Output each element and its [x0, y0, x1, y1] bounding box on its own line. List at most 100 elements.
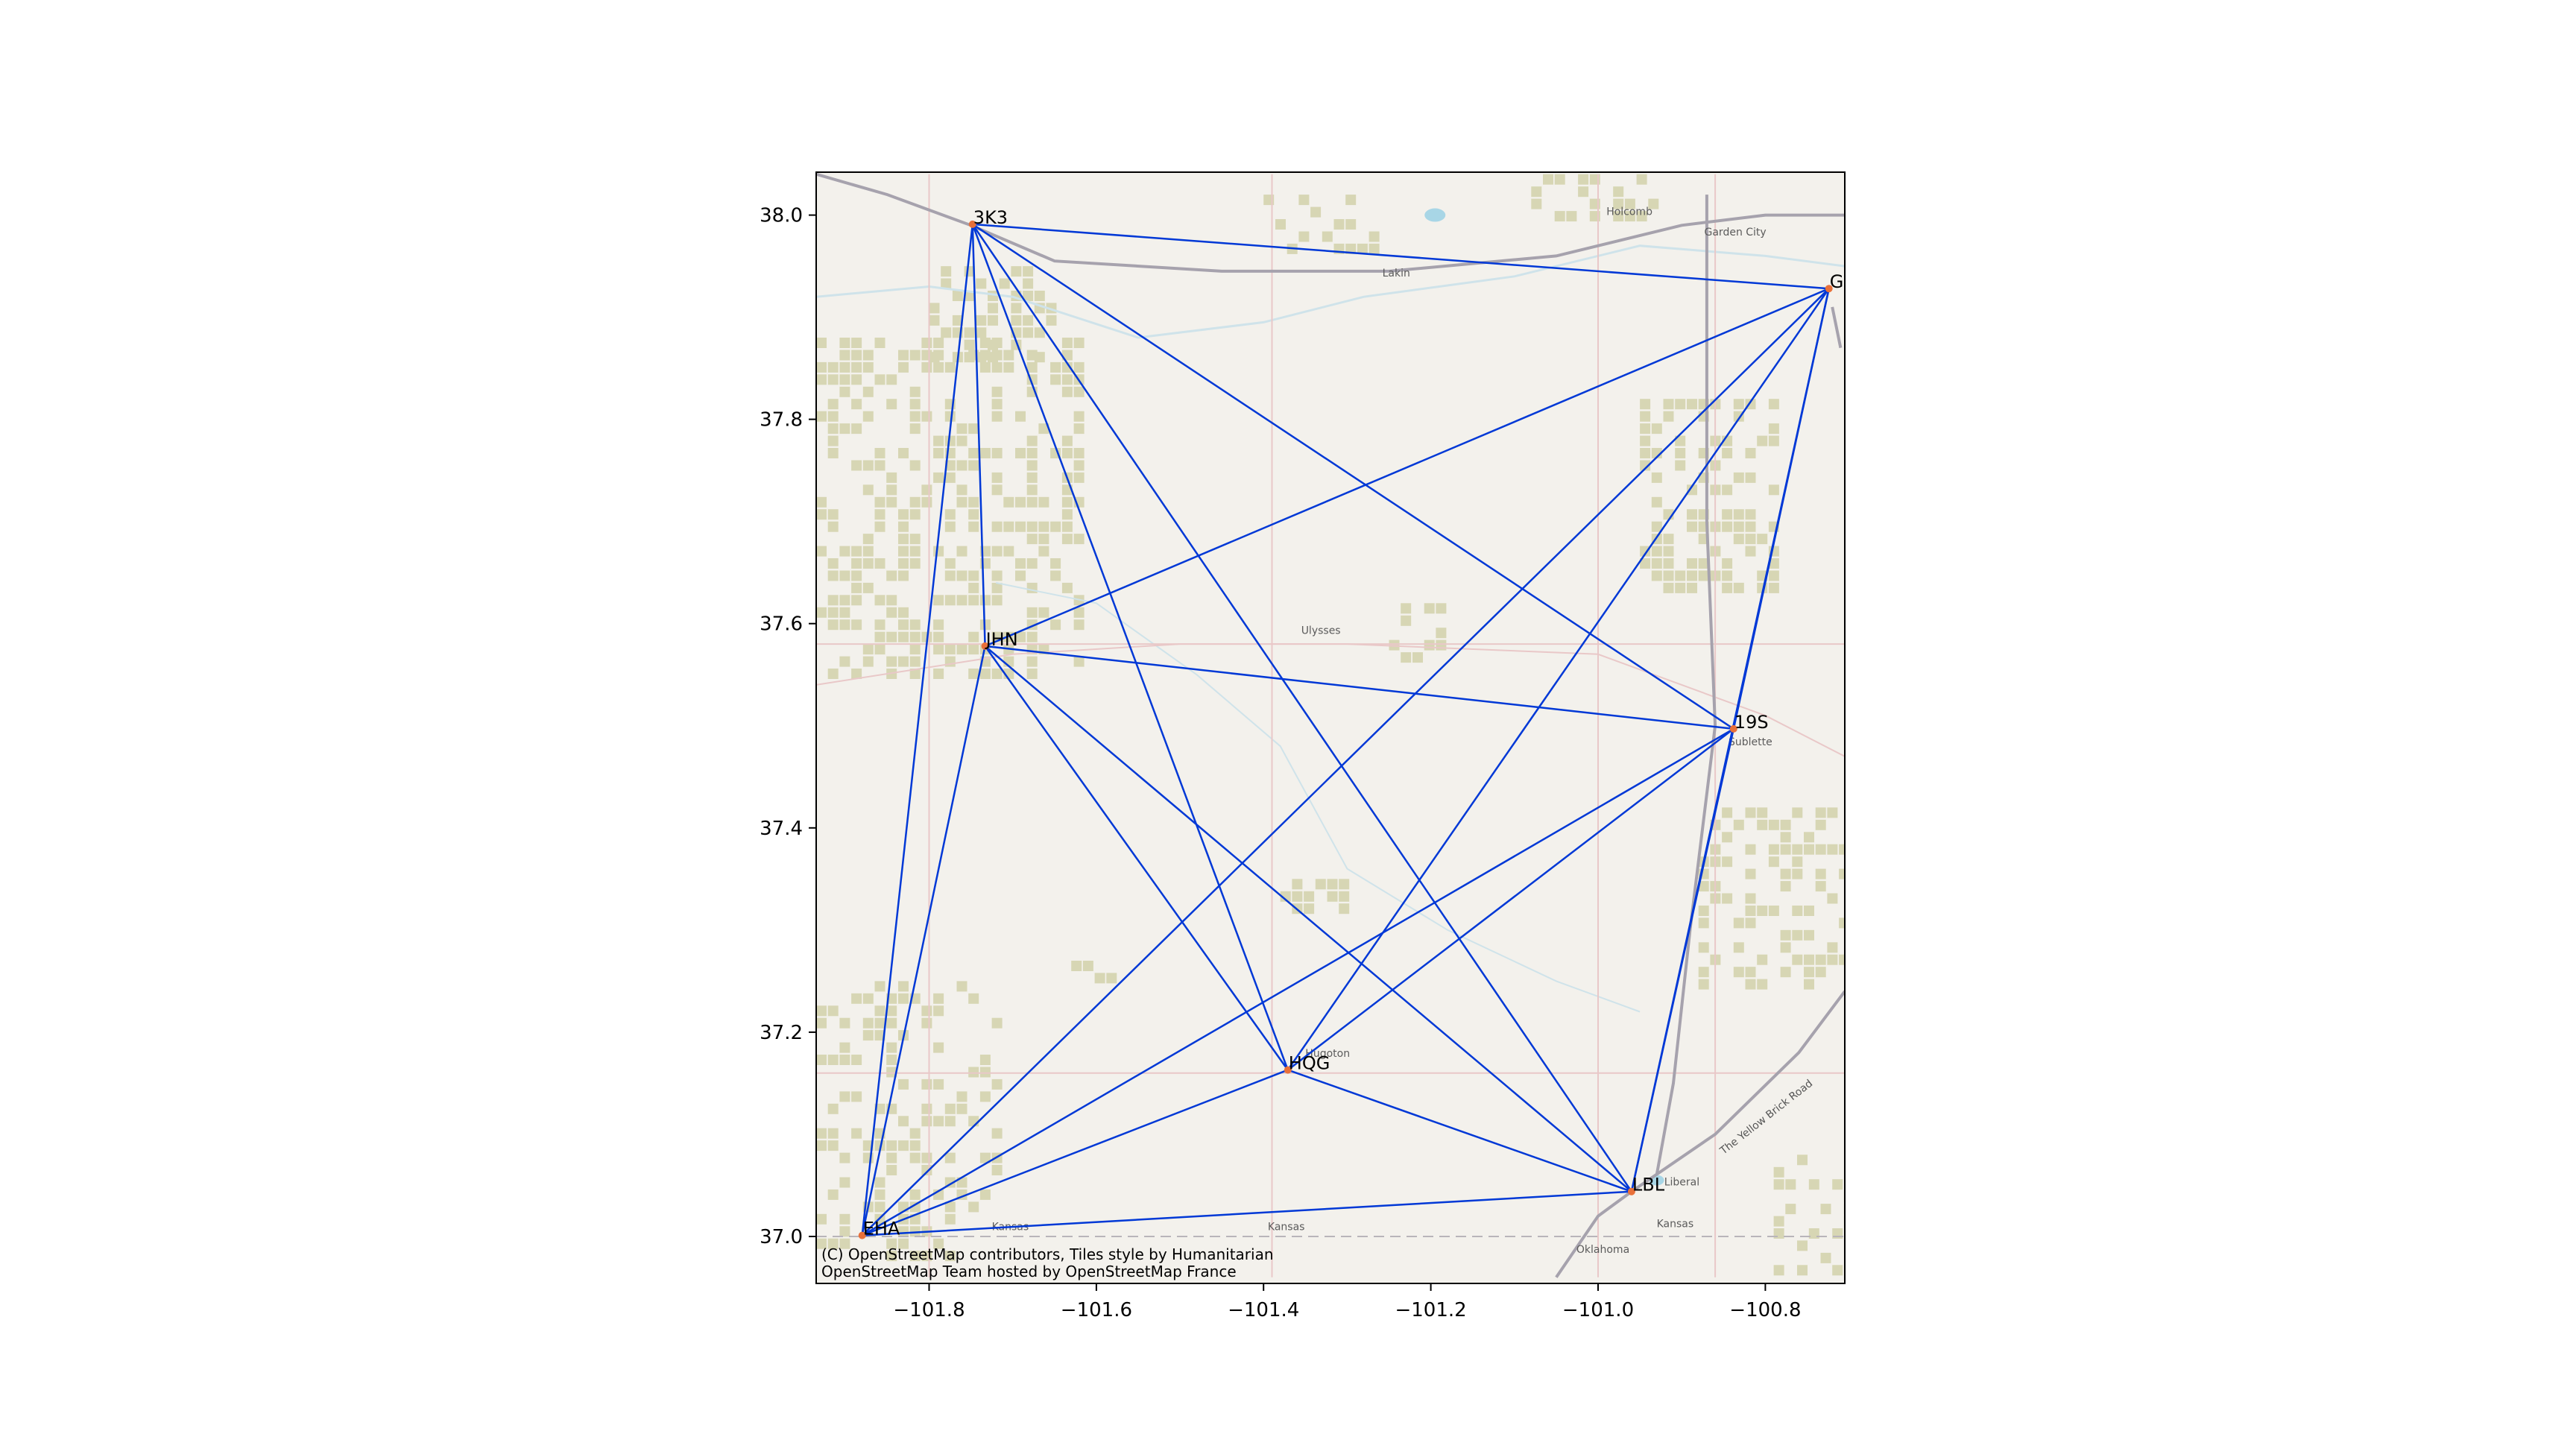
place-label: Ulysses — [1301, 625, 1341, 636]
farm-patch — [1368, 243, 1380, 254]
farm-patch — [1815, 868, 1826, 879]
farm-patch — [1698, 942, 1709, 953]
farm-patch — [886, 631, 897, 642]
farm-patch — [816, 607, 827, 618]
farm-patch — [941, 327, 952, 338]
farm-patch — [1687, 582, 1697, 593]
farm-patch — [1745, 807, 1756, 818]
y-axis: 37.0 37.2 37.4 37.6 37.8 38.0 — [760, 205, 816, 1248]
farm-patch — [991, 472, 1003, 483]
farm-patch — [929, 352, 940, 363]
farm-patch — [839, 1152, 850, 1163]
farm-patch — [1675, 399, 1686, 410]
farm-patch — [839, 570, 850, 581]
farm-patch — [1061, 521, 1073, 532]
farm-patch — [1038, 521, 1049, 532]
farm-patch — [1797, 1265, 1808, 1276]
farm-patch — [1698, 917, 1709, 929]
farm-patch — [1026, 361, 1038, 373]
farm-patch — [944, 1213, 956, 1225]
farm-patch — [933, 644, 944, 655]
farm-patch — [839, 374, 850, 385]
farm-patch — [1722, 570, 1733, 581]
road-line — [816, 643, 1845, 757]
farm-patch — [964, 327, 975, 338]
farm-patch — [952, 315, 963, 326]
farm-patch — [933, 338, 944, 348]
connection-3K3-HQG — [971, 224, 1289, 1071]
connection-HQG-LBL — [1287, 1069, 1632, 1192]
farm-patch — [944, 644, 956, 655]
farm-patch — [1026, 472, 1038, 483]
farm-patch — [851, 582, 862, 593]
farm-patch — [898, 656, 909, 667]
farm-patch — [944, 509, 956, 520]
farm-patch — [921, 1017, 932, 1029]
farm-patch — [862, 558, 874, 569]
farm-patch — [862, 350, 874, 361]
farm-patch — [944, 1103, 956, 1114]
farm-patch — [929, 303, 940, 314]
farm-patch — [1082, 961, 1093, 971]
farm-patch — [816, 1005, 827, 1017]
farm-patch — [1792, 807, 1803, 818]
farm-patch — [991, 669, 1003, 679]
farm-patch — [874, 1189, 886, 1200]
farm-patch — [1345, 195, 1357, 206]
farm-patch — [839, 1042, 850, 1053]
farm-patch — [1034, 291, 1045, 301]
farm-patch — [1745, 979, 1756, 990]
farm-patch — [1401, 603, 1412, 614]
farm-patch — [1648, 198, 1659, 209]
farm-patch — [1280, 891, 1291, 902]
farm-patch — [851, 1128, 862, 1139]
farm-patch — [1578, 186, 1589, 198]
farm-patch — [1046, 315, 1057, 326]
farm-patch — [827, 607, 839, 618]
farm-patch — [1327, 891, 1338, 902]
farm-patch — [827, 619, 839, 631]
farm-patch — [1003, 496, 1014, 508]
farm-patch — [944, 411, 956, 422]
farm-patch — [1773, 1265, 1784, 1276]
farm-patch — [968, 993, 979, 1004]
farmland-layer — [816, 174, 1845, 1276]
farm-patch — [1698, 558, 1709, 569]
airport-label-HQG: HQG — [1289, 1053, 1330, 1074]
map-area[interactable]: Holcomb Garden City Lakin Ulysses Sublette Hu… — [816, 172, 1869, 1283]
airport-marker-JHN — [981, 642, 989, 650]
farm-patch — [1327, 879, 1338, 890]
farm-patch — [909, 460, 921, 471]
farm-patch — [1038, 423, 1049, 435]
airport-marker-GCK — [1825, 285, 1833, 293]
farm-patch — [1745, 472, 1756, 483]
farm-patch — [839, 1177, 850, 1188]
farm-patch — [874, 1017, 886, 1029]
farm-patch — [1663, 558, 1674, 569]
farm-patch — [1023, 266, 1034, 277]
farm-patch — [898, 631, 909, 642]
farm-patch — [1073, 423, 1085, 435]
farm-patch — [1026, 521, 1038, 532]
farm-patch — [1038, 534, 1049, 545]
farm-patch — [1675, 448, 1686, 458]
farm-patch — [968, 521, 979, 532]
farm-patch — [1651, 472, 1662, 483]
farm-patch — [886, 1067, 897, 1078]
farm-patch — [1733, 521, 1744, 532]
farm-patch — [874, 595, 886, 606]
farm-patch — [1345, 219, 1357, 230]
farm-patch — [1797, 1154, 1808, 1166]
farm-patch — [1339, 879, 1350, 890]
farm-patch — [1023, 278, 1034, 289]
farm-patch — [1073, 656, 1085, 667]
farm-patch — [964, 352, 975, 363]
farm-patch — [1839, 917, 1845, 929]
farm-patch — [976, 352, 987, 363]
farm-patch — [1436, 639, 1447, 651]
farm-patch — [851, 423, 862, 435]
farm-patch — [1768, 435, 1779, 446]
farm-patch — [1624, 211, 1635, 222]
farm-patch — [1003, 521, 1014, 532]
farm-patch — [1339, 891, 1350, 902]
